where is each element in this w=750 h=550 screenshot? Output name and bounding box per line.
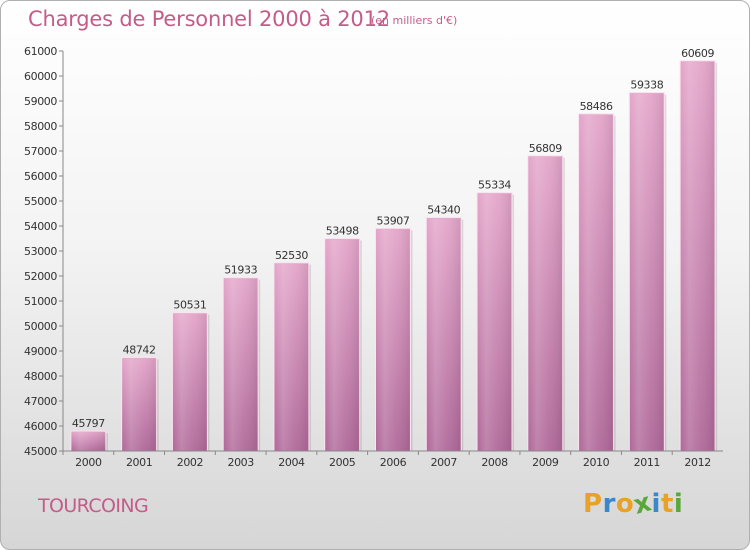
x-axis: 2000 2001 2002 2003 2004 2005 2006 2007 2008 2009…: [62, 450, 723, 469]
bars: 45797 48742 50531 51933 52530 53498 53907 54340…: [70, 47, 718, 452]
bar-highlight: [376, 229, 410, 451]
x-tick-label: 2006: [380, 456, 407, 469]
bar-highlight: [478, 193, 512, 451]
data-label: 56809: [529, 142, 562, 155]
x-tick-label: 2005: [329, 456, 356, 469]
y-tick-label: 50000: [24, 320, 57, 333]
y-tick-label: 57000: [24, 145, 57, 158]
x-tick-label: 2008: [481, 456, 508, 469]
y-tick-label: 60000: [24, 70, 57, 83]
y-tick-label: 59000: [24, 95, 57, 108]
x-tick-label: 2000: [75, 456, 102, 469]
bar-highlight: [325, 239, 359, 451]
chart-title: Charges de Personnel 2000 à 2012: [28, 7, 390, 31]
city-name: TOURCOING: [38, 495, 149, 517]
y-tick-label: 45000: [24, 445, 57, 458]
y-tick-label: 58000: [24, 120, 57, 133]
x-tick-label: 2003: [227, 456, 254, 469]
logo-letter: r: [602, 489, 616, 519]
data-label: 54340: [427, 204, 460, 217]
y-tick-label: 54000: [24, 220, 57, 233]
logo-letter: i: [651, 489, 661, 519]
x-tick-label: 2009: [532, 456, 559, 469]
y-tick-label: 47000: [24, 395, 57, 408]
y-tick-label: 52000: [24, 270, 57, 283]
x-tick-label: 2002: [177, 456, 203, 469]
y-tick-label: 48000: [24, 370, 57, 383]
y-axis: 45000 46000 47000 48000 49000 50000 51000 52000…: [24, 45, 64, 458]
data-label: 51933: [224, 264, 257, 277]
y-tick-label: 51000: [24, 295, 57, 308]
y-tick-label: 61000: [24, 45, 57, 58]
data-label: 55334: [478, 179, 511, 192]
bar-highlight: [630, 93, 664, 452]
bar-highlight: [122, 358, 156, 451]
bar-highlight: [579, 114, 613, 451]
data-label: 60609: [681, 47, 714, 60]
x-tick-label: 2007: [431, 456, 458, 469]
logo-letter: P: [583, 489, 603, 519]
data-label: 58486: [580, 100, 613, 113]
bar-highlight: [427, 218, 461, 451]
logo-letter: o: [615, 489, 635, 519]
x-tick-label: 2001: [126, 456, 152, 469]
bar-highlight: [681, 61, 715, 452]
logo-letter: i: [673, 489, 684, 519]
x-tick-label: 2012: [684, 456, 710, 469]
x-tick-label: 2010: [583, 456, 610, 469]
bar-highlight: [71, 432, 105, 451]
bar-highlight: [224, 278, 258, 451]
y-tick-label: 56000: [24, 170, 57, 183]
data-label: 45797: [72, 417, 105, 430]
bar-highlight: [173, 313, 207, 451]
proxiti-logo: Proxiti: [583, 487, 684, 520]
logo-letter: t: [660, 489, 674, 519]
y-tick-label: 55000: [24, 195, 57, 208]
bar-highlight: [528, 156, 562, 451]
chart-subtitle: (en milliers d'€): [371, 14, 458, 27]
bar-highlight: [274, 263, 308, 451]
data-label: 52530: [275, 249, 308, 262]
y-tick-label: 53000: [24, 245, 57, 258]
x-tick-label: 2011: [634, 456, 660, 469]
y-tick-label: 46000: [24, 420, 57, 433]
data-label: 53498: [326, 225, 359, 238]
data-label: 50531: [173, 299, 206, 312]
data-label: 59338: [630, 79, 663, 92]
data-label: 53907: [377, 214, 410, 227]
data-label: 48742: [123, 343, 156, 356]
y-tick-label: 49000: [24, 345, 57, 358]
x-tick-label: 2004: [278, 456, 305, 469]
